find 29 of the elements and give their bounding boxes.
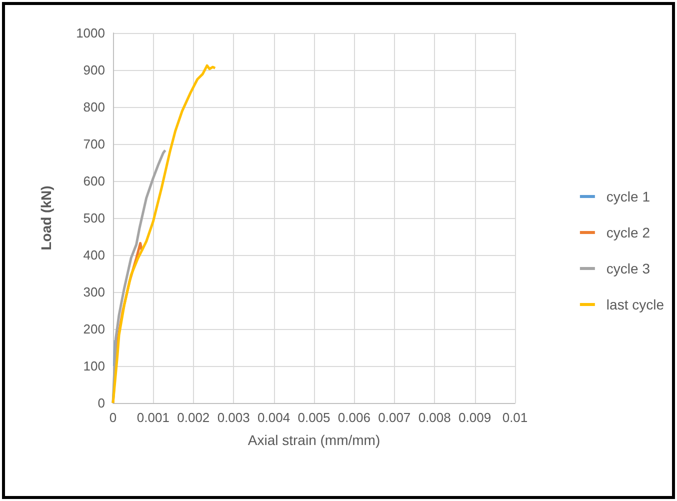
y-tick-label: 100 bbox=[83, 358, 105, 374]
x-tick-label: 0.005 bbox=[298, 410, 330, 425]
x-tick-label: 0.01 bbox=[502, 410, 528, 425]
legend-label: cycle 3 bbox=[606, 260, 650, 276]
y-tick-label: 300 bbox=[83, 284, 105, 300]
y-tick-label: 600 bbox=[83, 174, 105, 188]
y-tick-label: 900 bbox=[83, 62, 105, 78]
x-tick-label: 0.002 bbox=[177, 410, 210, 425]
legend-label: cycle 1 bbox=[606, 188, 650, 204]
x-tick-label: 0.003 bbox=[217, 410, 250, 425]
line-series bbox=[112, 64, 216, 404]
y-tick-label: 200 bbox=[83, 322, 105, 336]
y-tick-label: 400 bbox=[83, 248, 105, 262]
x-tick-label: 0.001 bbox=[136, 410, 170, 425]
y-tick-label: 0 bbox=[98, 396, 105, 410]
legend-label: cycle 2 bbox=[606, 224, 650, 240]
x-tick-label: 0.008 bbox=[418, 410, 451, 425]
x-tick-label: 0.009 bbox=[458, 410, 492, 425]
y-tick-label: 700 bbox=[83, 136, 105, 152]
y-axis-title: Load (kN) bbox=[38, 186, 54, 250]
x-tick-label: 0.004 bbox=[258, 410, 290, 425]
x-tick-label: 0 bbox=[109, 410, 117, 425]
x-axis-title: Axial strain (mm/mm) bbox=[248, 432, 380, 448]
y-tick-label: 1000 bbox=[76, 26, 105, 40]
y-tick-label: 500 bbox=[83, 210, 105, 226]
x-tick-label: 0.006 bbox=[338, 410, 370, 425]
x-tick-label: 0.007 bbox=[378, 410, 411, 425]
y-tick-label: 800 bbox=[83, 100, 105, 114]
legend-label: last cycle bbox=[606, 296, 664, 312]
